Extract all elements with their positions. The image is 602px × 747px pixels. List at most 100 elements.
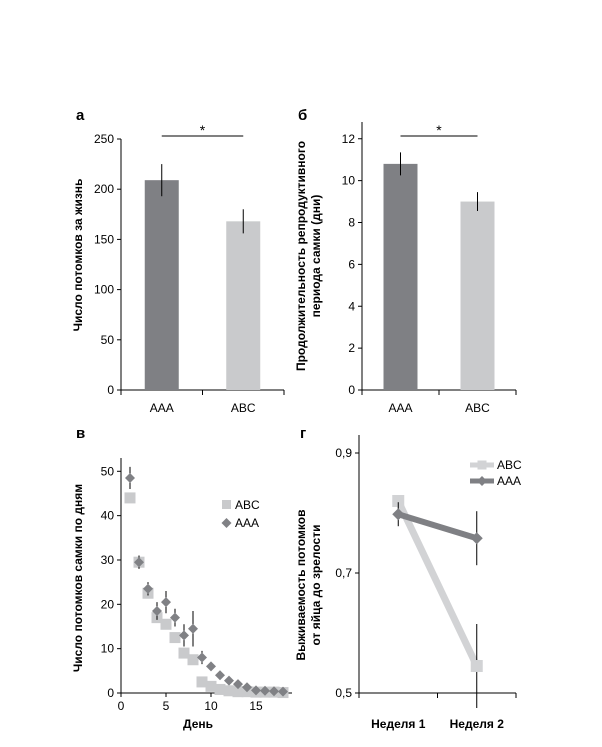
point-abc-day-10 (205, 680, 217, 692)
point-abc-day-5 (160, 618, 172, 630)
panel-b-marks (383, 135, 495, 390)
point-aaa-day-18 (278, 686, 288, 697)
point-aaa-day-2 (134, 557, 144, 568)
point-aaa-day-4 (152, 605, 162, 616)
panel-a-marks (144, 135, 261, 390)
x-tick-label-2: 10 (204, 699, 218, 713)
point-abc-day-9 (196, 676, 208, 688)
point-aaa-day-7 (179, 630, 189, 641)
point-aaa-day-13 (233, 679, 243, 690)
legend-aaa-label: AAA (235, 516, 259, 530)
panel-d-letter: г (300, 425, 306, 442)
point-aaa-day-10 (206, 661, 216, 672)
legend-abc-square-marker (477, 460, 487, 470)
panel-b-letter: б (298, 107, 307, 124)
panel-b-ylabel-line2: периода самки (дни) (309, 195, 323, 318)
panel-d-axes: 0,5 0,7 0,9 Неделя 1 Неделя 2 (335, 435, 517, 731)
point-aaa-day-16 (260, 685, 270, 696)
point-abc-day-11 (214, 683, 226, 695)
panel-d-legend: ABC AAA (470, 458, 522, 488)
x-tick-label-abc: ABC (231, 401, 256, 415)
y-tick-label-5: 250 (94, 132, 114, 146)
point-abc-week-1 (392, 495, 405, 507)
y-tick-label-1: 2 (348, 341, 355, 355)
panel-c-legend: ABC AAA (221, 498, 260, 530)
legend-abc-square-marker (222, 500, 231, 509)
y-tick-label-2: 0,9 (335, 446, 352, 460)
x-tick-label-1: 5 (163, 699, 170, 713)
x-tick-label-0: 0 (118, 699, 125, 713)
point-aaa-day-11 (215, 670, 225, 681)
panel-c-xlabel: День (183, 717, 213, 731)
legend-aaa-label: AAA (497, 474, 521, 488)
point-aaa-week-1 (392, 508, 405, 521)
y-tick-label-0: 0 (348, 383, 355, 397)
y-tick-label-4: 200 (94, 182, 114, 196)
y-tick-label-1: 50 (101, 333, 115, 347)
panel-a-letter: a (76, 107, 85, 124)
y-tick-label-2: 100 (94, 283, 114, 297)
panel-a: a Число потомков за жизнь 0 50 100 150 200 25… (71, 107, 285, 415)
x-tick-label-aaa: AAA (388, 401, 412, 415)
point-abc-day-7 (178, 647, 190, 659)
panel-b-ylabel-line1: Продолжительность репродуктивного (294, 141, 308, 371)
point-aaa-day-9 (197, 652, 207, 663)
panel-a-ylabel: Число потомков за жизнь (71, 179, 85, 332)
y-tick-label-6: 12 (342, 132, 356, 146)
panel-d-ylabel-line2: от яйца до зрелости (309, 525, 323, 646)
y-tick-label-4: 40 (101, 509, 115, 523)
line-abc (395, 499, 480, 668)
point-aaa-day-5 (161, 597, 171, 608)
point-abc-day-13 (232, 686, 244, 698)
panel-b-significance: * (436, 122, 442, 138)
y-tick-label-2: 20 (101, 597, 115, 611)
y-tick-label-3: 30 (101, 553, 115, 567)
panel-c-marks (124, 466, 289, 699)
y-tick-label-5: 10 (342, 174, 356, 188)
legend-abc-label: ABC (235, 498, 260, 512)
point-abc-day-8 (187, 654, 199, 666)
panel-d-ylabel-line1: Выживаемость потомков (294, 510, 308, 661)
y-tick-label-2: 4 (348, 299, 355, 313)
point-abc-day-1 (124, 492, 136, 504)
y-tick-label-0: 0,5 (335, 686, 352, 700)
line-aaa (397, 511, 478, 542)
point-abc-day-12 (223, 685, 235, 697)
y-tick-label-1: 10 (101, 642, 115, 656)
bar-aaa (383, 163, 418, 390)
point-aaa-week-2 (470, 532, 483, 545)
panel-c: в Число потомков самки по дням День 0 10 2… (71, 425, 292, 731)
x-tick-label-abc: ABC (465, 401, 490, 415)
bar-abc (226, 221, 261, 390)
panel-a-significance: * (200, 122, 206, 138)
x-tick-label-aaa: AAA (150, 401, 174, 415)
y-tick-label-3: 6 (348, 257, 355, 271)
legend-abc-label: ABC (497, 458, 522, 472)
point-aaa-day-15 (251, 685, 261, 696)
point-aaa-day-17 (269, 686, 279, 697)
point-aaa-day-8 (188, 623, 198, 634)
legend-aaa-diamond-marker (221, 518, 232, 528)
point-aaa-day-12 (224, 675, 234, 686)
legend-aaa-diamond-marker (477, 476, 487, 486)
bar-abc (460, 201, 495, 390)
point-aaa-day-3 (143, 583, 153, 594)
x-tick-label-3: 15 (249, 699, 263, 713)
y-tick-label-0: 0 (107, 686, 114, 700)
panel-d-marks (392, 495, 483, 708)
panel-c-letter: в (76, 425, 85, 442)
panel-c-ylabel: Число потомков самки по дням (71, 484, 85, 672)
point-aaa-day-6 (170, 612, 180, 623)
x-tick-label-week-1: Неделя 1 (371, 717, 426, 731)
bar-aaa (144, 180, 179, 390)
y-tick-label-0: 0 (107, 383, 114, 397)
point-abc-week-2 (470, 660, 483, 672)
point-aaa-day-1 (125, 472, 135, 483)
panel-c-axes: 0 10 20 30 40 50 0 5 10 15 (101, 458, 292, 713)
panel-d: г Выживаемость потомков от яйца до зрело… (294, 425, 522, 731)
point-aaa-day-14 (242, 682, 252, 693)
x-tick-label-week-2: Неделя 2 (450, 717, 505, 731)
y-tick-label-3: 150 (94, 232, 114, 246)
panel-b-axes: 0 2 4 6 8 10 12 AAA ABC (342, 122, 517, 415)
